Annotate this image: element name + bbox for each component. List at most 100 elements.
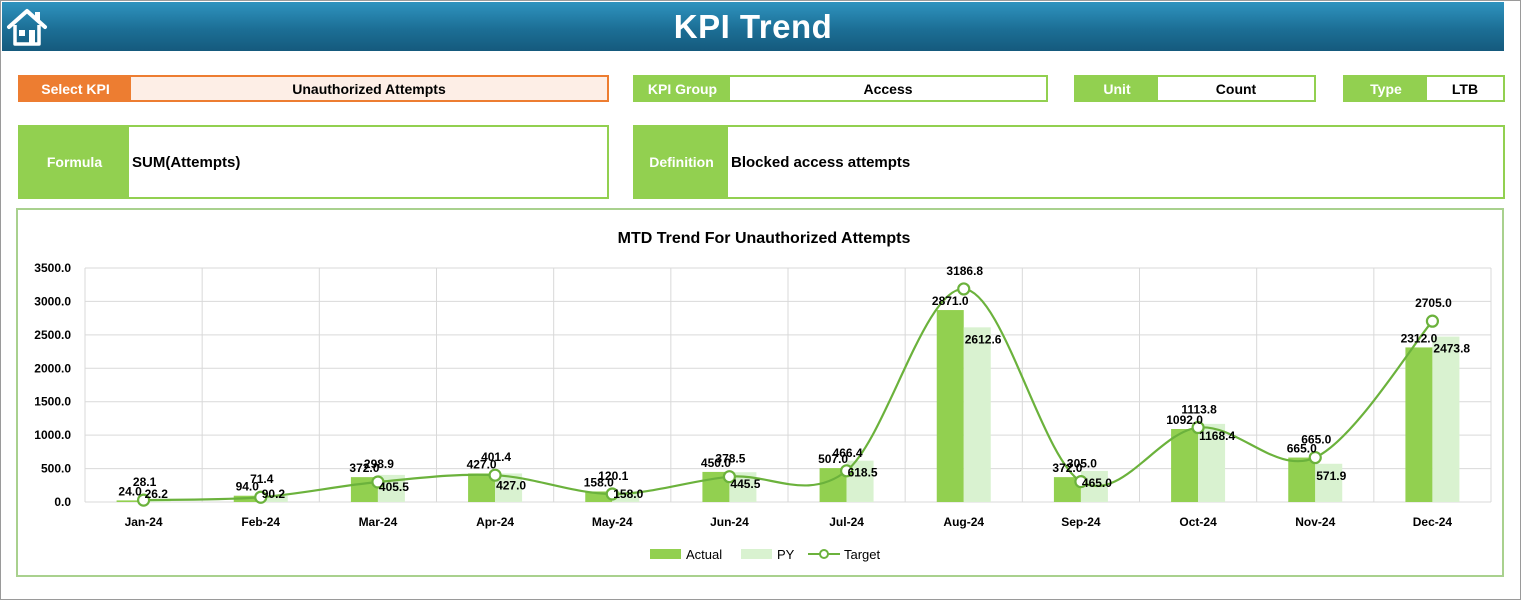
x-tick-label: Jan-24	[125, 515, 163, 529]
actual-data-label: 372.0	[1052, 461, 1082, 475]
home-icon[interactable]	[6, 6, 48, 48]
target-data-label: 120.1	[598, 469, 628, 483]
bar-py	[1315, 463, 1343, 502]
target-point	[605, 487, 619, 501]
py-data-label: 2473.8	[1433, 342, 1470, 356]
actual-data-label: 1092.0	[1166, 413, 1203, 427]
chart-container[interactable]: MTD Trend For Unauthorized Attempts 0.0 5…	[16, 208, 1504, 577]
py-data-label: 465.0	[1082, 476, 1112, 490]
header-banner: KPI Trend	[2, 2, 1504, 51]
y-tick-label: 1500.0	[34, 395, 71, 409]
actual-data-label: 24.0	[118, 484, 142, 498]
target-point	[1425, 314, 1440, 328]
target-point	[1308, 450, 1322, 465]
target-data-label: 298.9	[364, 457, 394, 471]
target-data-label: 71.4	[250, 472, 274, 486]
target-point	[136, 493, 151, 507]
py-data-label: 1168.4	[1199, 429, 1235, 443]
actual-data-label: 507.0	[818, 452, 848, 466]
target-data-label: 2705.0	[1415, 296, 1452, 310]
py-data-label: 618.5	[848, 466, 878, 480]
y-tick-label: 0.0	[54, 495, 71, 509]
definition-field: Definition Blocked access attempts	[633, 125, 1505, 199]
target-data-label: 378.5	[715, 452, 745, 466]
actual-data-label: 2871.0	[932, 294, 969, 308]
x-tick-label: Sep-24	[1061, 515, 1101, 529]
unit-label: Unit	[1076, 77, 1158, 100]
target-point	[488, 468, 502, 482]
legend-target-label: Target	[844, 547, 881, 562]
legend-target-marker	[819, 549, 829, 559]
mtd-trend-chart[interactable]: MTD Trend For Unauthorized Attempts 0.0 5…	[18, 210, 1502, 575]
bar-actual	[1171, 428, 1199, 502]
y-axis-ticks: 0.0 500.0 1000.0 1500.0 2000.0 2500.0 3000.0 35…	[34, 261, 71, 509]
y-tick-label: 500.0	[41, 462, 71, 476]
y-tick-label: 3500.0	[34, 261, 71, 275]
x-tick-label: Dec-24	[1413, 515, 1453, 529]
page-title: KPI Trend	[673, 8, 833, 45]
py-data-label: 26.2	[145, 487, 169, 501]
target-point	[1191, 420, 1205, 435]
target-point	[1074, 475, 1088, 489]
target-data-label: 466.4	[833, 446, 863, 460]
type-value: LTB	[1427, 77, 1503, 100]
target-data-label: 305.0	[1067, 457, 1097, 471]
formula-field: Formula SUM(Attempts)	[18, 125, 609, 199]
actual-data-label: 372.0	[349, 461, 379, 475]
formula-label: Formula	[20, 127, 129, 197]
x-tick-label: May-24	[592, 515, 633, 529]
type-field: Type LTB	[1343, 75, 1505, 102]
x-axis-ticks: Jan-24 Feb-24 Mar-24 Apr-24 May-24 Jun-24 Jul-…	[125, 515, 1453, 529]
unit-value: Count	[1158, 77, 1314, 100]
x-tick-label: Jul-24	[829, 515, 864, 529]
bar-py	[612, 491, 640, 502]
py-data-label: 427.0	[496, 478, 526, 492]
bar-py	[143, 500, 171, 502]
actual-data-label: 665.0	[1287, 442, 1317, 456]
target-data-label: 28.1	[133, 475, 157, 489]
type-label: Type	[1345, 77, 1427, 100]
target-point	[371, 475, 385, 489]
legend-actual-label: Actual	[686, 547, 722, 562]
py-data-label: 90.2	[262, 487, 286, 501]
py-data-label: 158.0	[613, 487, 643, 501]
legend-py-label: PY	[777, 547, 795, 562]
target-point	[254, 490, 268, 504]
x-tick-label: Jun-24	[710, 515, 749, 529]
x-tick-label: Nov-24	[1295, 515, 1335, 529]
bar-py	[1432, 336, 1460, 502]
y-tick-label: 3000.0	[34, 294, 71, 308]
target-data-label: 665.0	[1301, 433, 1331, 447]
kpi-group-field: KPI Group Access	[633, 75, 1048, 102]
chart-legend: Actual PY Target	[650, 547, 881, 562]
chart-title: MTD Trend For Unauthorized Attempts	[618, 230, 911, 247]
select-kpi-field[interactable]: Select KPI Unauthorized Attempts	[18, 75, 609, 102]
actual-data-label: 2312.0	[1401, 331, 1438, 345]
target-data-label: 401.4	[481, 450, 511, 464]
actual-data-label: 158.0	[584, 475, 614, 489]
bar-actual	[1288, 457, 1316, 502]
bar-py	[260, 495, 288, 502]
kpi-group-value: Access	[730, 77, 1046, 100]
target-line	[136, 282, 1440, 507]
py-data-label: 445.5	[730, 477, 760, 491]
definition-label: Definition	[635, 127, 728, 197]
bar-actual	[116, 500, 144, 502]
x-tick-label: Mar-24	[359, 515, 398, 529]
bar-py	[963, 327, 991, 502]
actual-data-label: 450.0	[701, 456, 731, 470]
legend-py-swatch	[741, 549, 772, 559]
select-kpi-label: Select KPI	[20, 77, 131, 100]
bar-actual	[585, 491, 613, 502]
actual-data-label: 427.0	[467, 457, 497, 471]
target-data-label: 3186.8	[946, 264, 983, 278]
py-data-label: 571.9	[1316, 469, 1346, 483]
target-point	[839, 464, 854, 478]
chart-gridlines	[84, 267, 1492, 503]
actual-data-label: 94.0	[236, 480, 260, 494]
select-kpi-dropdown[interactable]: Unauthorized Attempts	[131, 77, 607, 100]
target-point	[957, 282, 971, 296]
legend-actual-swatch	[650, 549, 681, 559]
py-data-label: 405.5	[379, 480, 409, 494]
